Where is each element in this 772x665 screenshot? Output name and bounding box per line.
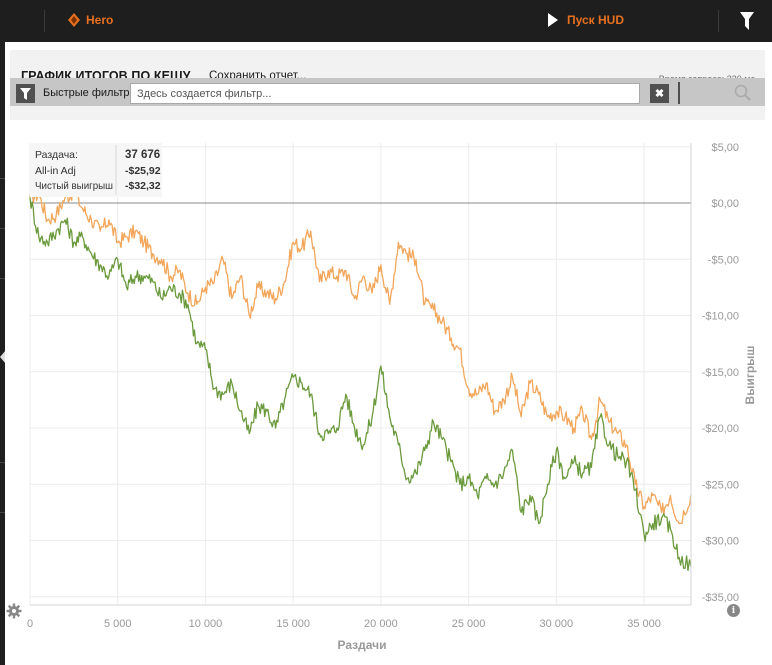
rail-tick bbox=[0, 462, 5, 463]
tooltip-net-value: -$32,32 bbox=[125, 180, 161, 192]
play-icon bbox=[548, 13, 558, 27]
chart-series bbox=[29, 183, 692, 572]
top-toolbar: Hero Пуск HUD bbox=[0, 0, 772, 42]
funnel-icon[interactable] bbox=[740, 12, 754, 30]
x-tick-label: 30 000 bbox=[540, 618, 574, 630]
rail-tick bbox=[0, 178, 5, 179]
y-tick-label: -$35,00 bbox=[702, 592, 739, 604]
filter-divider bbox=[678, 82, 680, 104]
rail-tick bbox=[0, 228, 5, 229]
chart-grid bbox=[29, 143, 691, 605]
x-tick-label: 25 000 bbox=[452, 618, 486, 630]
x-tick-label: 10 000 bbox=[189, 618, 223, 630]
left-rail bbox=[0, 42, 6, 665]
x-axis-title: Раздачи bbox=[338, 638, 387, 652]
filter-input[interactable] bbox=[130, 83, 640, 104]
y-tick-label: -$10,00 bbox=[702, 311, 739, 323]
y-tick-label: -$15,00 bbox=[702, 367, 739, 379]
y-tick-label: -$20,00 bbox=[702, 423, 739, 435]
x-tick-label: 20 000 bbox=[364, 618, 398, 630]
toolbar-divider bbox=[718, 10, 719, 32]
funnel-icon bbox=[20, 87, 31, 100]
tooltip-net-label: Чистый выигрыш bbox=[35, 180, 113, 192]
filter-button[interactable] bbox=[16, 84, 35, 103]
rail-tick bbox=[0, 512, 5, 513]
x-tick-label: 5 000 bbox=[104, 618, 132, 630]
quick-filters-label: Быстрые фильтры bbox=[43, 87, 131, 99]
collapse-panel-arrow-icon[interactable] bbox=[0, 350, 6, 364]
tooltip-hand-label: Раздача: bbox=[35, 149, 78, 161]
series-allin-adj-line bbox=[29, 183, 692, 525]
hero-label: Hero bbox=[86, 13, 114, 27]
close-icon: ✖ bbox=[654, 88, 665, 100]
diamond-icon bbox=[68, 13, 80, 27]
gear-icon[interactable] bbox=[6, 603, 22, 619]
info-icon[interactable]: i bbox=[727, 604, 740, 617]
chart-axes: 0 5 000 10 000 15 000 20 000 25 000 30 000 35 0… bbox=[27, 142, 739, 630]
start-hud-label: Пуск HUD bbox=[567, 13, 625, 27]
y-tick-label: -$30,00 bbox=[702, 536, 739, 548]
hover-tooltip bbox=[30, 143, 162, 197]
toolbar-divider bbox=[44, 10, 45, 32]
x-tick-label: 0 bbox=[27, 618, 33, 630]
y-tick-label: -$25,00 bbox=[702, 479, 739, 491]
rail-tick bbox=[0, 278, 5, 279]
start-hud-button[interactable]: Пуск HUD bbox=[548, 13, 624, 27]
filter-bar: Быстрые фильтры ✖ bbox=[10, 78, 765, 106]
hero-selector[interactable]: Hero bbox=[68, 13, 113, 27]
tooltip-allin-label: All-in Adj bbox=[35, 165, 76, 177]
y-axis-title: Выигрыш bbox=[743, 346, 757, 405]
y-tick-label: $0,00 bbox=[711, 198, 739, 210]
series-net-won-line bbox=[29, 197, 692, 572]
x-tick-label: 35 000 bbox=[627, 618, 661, 630]
y-tick-label: -$5,00 bbox=[708, 254, 739, 266]
tooltip-hand-value: 37 676 bbox=[125, 149, 160, 161]
y-tick-label: $5,00 bbox=[711, 142, 739, 154]
zoom-icon[interactable] bbox=[734, 84, 752, 102]
clear-filter-button[interactable]: ✖ bbox=[650, 84, 669, 103]
x-tick-label: 15 000 bbox=[276, 618, 310, 630]
tooltip-allin-value: -$25,92 bbox=[125, 165, 161, 177]
